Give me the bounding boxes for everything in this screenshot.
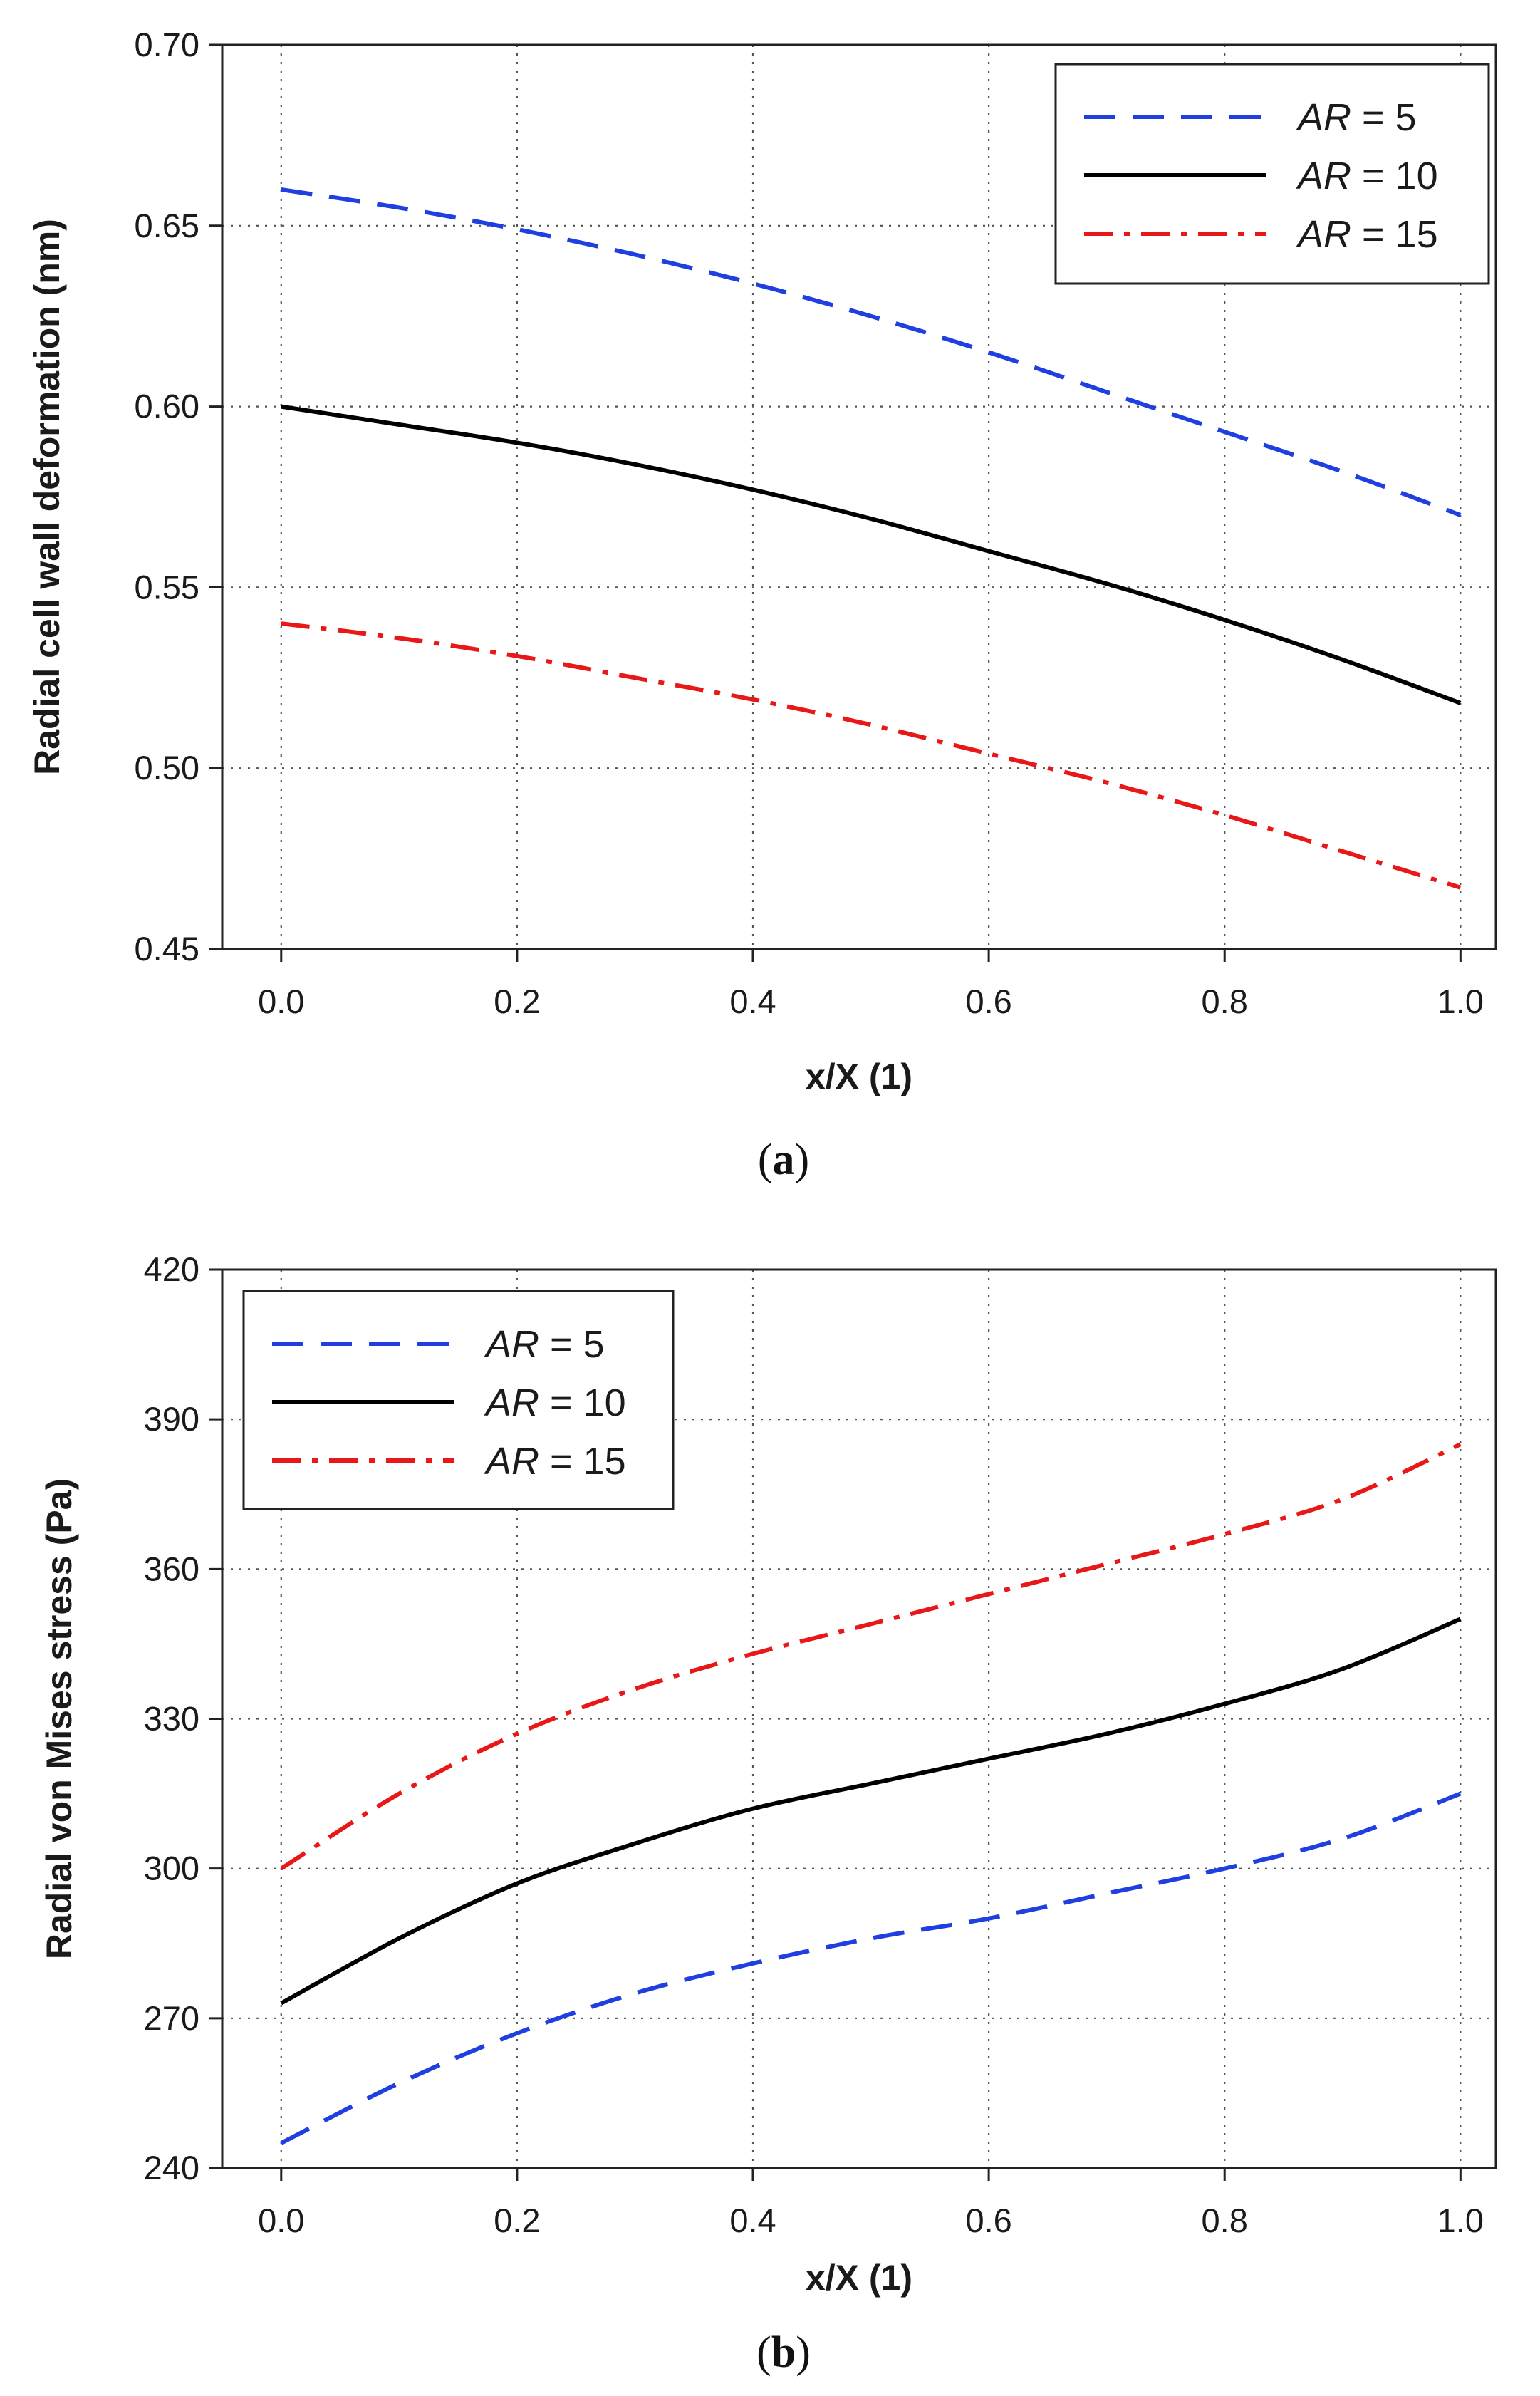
series-line-15	[280, 1442, 1462, 1871]
panel-caption: (a)	[758, 1136, 809, 1184]
legend-label-value: = 15	[1351, 213, 1438, 256]
x-tick-label: 0.4	[729, 2201, 776, 2239]
y-tick-label: 240	[144, 2149, 199, 2187]
legend-label-value: = 10	[539, 1381, 626, 1424]
caption-paren-close: )	[795, 1136, 810, 1184]
legend-label: AR = 5	[1296, 96, 1417, 139]
chart-panel-b: 0.0 0.2 0.4 0.6 0.8 1.0 240 270 300 330 360 390 420 A…	[39, 1250, 1497, 2377]
y-tick-label: 390	[144, 1400, 199, 1438]
legend-label: AR = 5	[484, 1323, 605, 1366]
x-tick-label: 0.8	[1202, 2201, 1248, 2239]
plot-frame	[221, 1268, 1497, 2169]
x-tick-label: 0.0	[258, 2201, 304, 2239]
y-tick-label: 0.60	[135, 388, 199, 425]
legend-label: AR = 10	[484, 1381, 626, 1424]
legend-label-value: = 15	[539, 1440, 626, 1483]
x-tick-label: 0.2	[494, 2201, 540, 2239]
y-axis-label: Radial von Mises stress (Pa)	[39, 1478, 79, 1959]
y-tick-label: 0.55	[135, 568, 199, 606]
x-tick-label: 0.2	[494, 982, 540, 1020]
legend-label-var: AR	[1296, 155, 1351, 197]
x-axis-label: x/X (1)	[806, 1057, 912, 1096]
legend-label-var: AR	[484, 1381, 539, 1424]
legend-label-var: AR	[1296, 213, 1351, 256]
panel-caption: (b)	[756, 2328, 811, 2377]
legend-label-var: AR	[484, 1440, 539, 1483]
legend-label: AR = 15	[1296, 213, 1438, 256]
chart-panel-a: 0.0 0.2 0.4 0.6 0.8 1.0 0.45 0.50 0.55 0.60 0.65 0.…	[27, 26, 1497, 1184]
x-axis-label: x/X (1)	[806, 2258, 912, 2298]
series-line-15	[281, 621, 1462, 890]
x-tick-label: 0.6	[965, 2201, 1011, 2239]
x-tick-label: 0.8	[1202, 982, 1248, 1020]
y-axis-label: Radial cell wall deformation (nm)	[27, 219, 67, 775]
caption-letter: a	[773, 1136, 795, 1184]
plot-frame	[221, 43, 1497, 950]
series-line-10	[281, 404, 1462, 705]
legend-label-var: AR	[1296, 96, 1351, 139]
series-line-5	[281, 187, 1462, 517]
legend-label-value: = 10	[1351, 155, 1438, 197]
y-tick-label: 300	[144, 1850, 199, 1887]
series-line-10	[280, 1617, 1462, 2006]
legend-label-value: = 5	[539, 1323, 605, 1366]
x-tick-label: 1.0	[1437, 982, 1484, 1020]
y-tick-label: 360	[144, 1550, 199, 1587]
y-tick-label: 420	[144, 1250, 199, 1288]
caption-letter: b	[771, 2328, 796, 2377]
legend-label: AR = 10	[1296, 155, 1438, 197]
y-tick-label: 0.65	[135, 207, 199, 244]
x-tick-label: 1.0	[1437, 2201, 1484, 2239]
caption-paren-open: (	[756, 2328, 771, 2377]
legend-label-var: AR	[484, 1323, 539, 1366]
y-tick-label: 0.70	[135, 26, 199, 63]
series-line-5	[280, 1791, 1462, 2145]
caption-paren-open: (	[758, 1136, 773, 1184]
y-tick-label: 330	[144, 1700, 199, 1738]
caption-paren-close: )	[796, 2328, 811, 2377]
legend-label: AR = 15	[484, 1440, 626, 1483]
x-tick-label: 0.0	[258, 982, 304, 1020]
y-tick-label: 270	[144, 1999, 199, 2037]
x-tick-label: 0.6	[965, 982, 1011, 1020]
x-tick-label: 0.4	[729, 982, 776, 1020]
y-tick-label: 0.45	[135, 930, 199, 968]
y-tick-label: 0.50	[135, 749, 199, 787]
legend-label-value: = 5	[1351, 96, 1417, 139]
